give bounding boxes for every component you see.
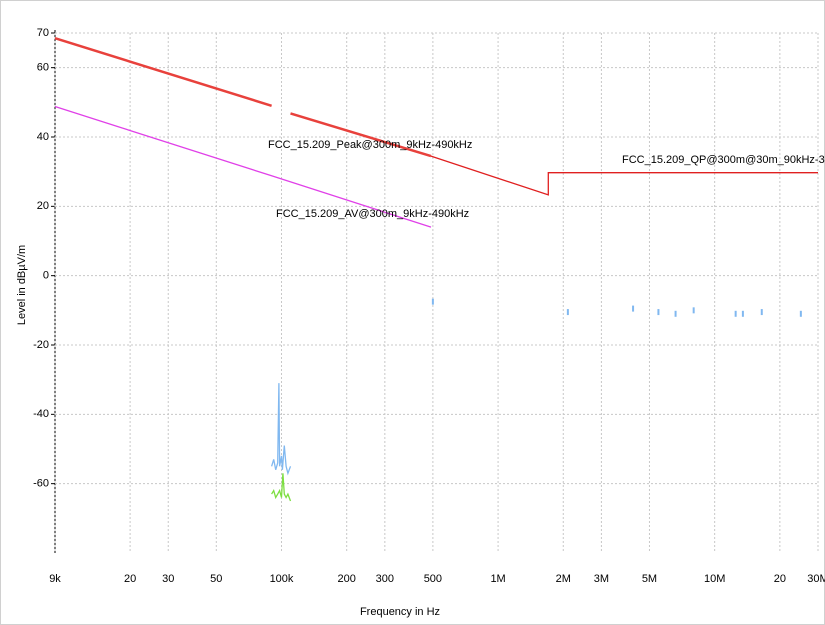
data-point bbox=[632, 305, 635, 312]
y-axis-label: Level in dBµV/m bbox=[16, 245, 28, 325]
x-tick-label: 30 bbox=[162, 573, 174, 585]
data-point bbox=[692, 307, 695, 314]
y-tick-label: 0 bbox=[43, 270, 49, 282]
x-tick-label: 500 bbox=[424, 573, 442, 585]
series-line bbox=[430, 155, 818, 196]
series-line bbox=[54, 105, 432, 228]
limit-label: FCC_15.209_Peak@300m_9kHz-490kHz bbox=[268, 139, 472, 151]
x-tick-label: 2M bbox=[556, 573, 571, 585]
limit-label: FCC_15.209_AV@300m_9kHz-490kHz bbox=[276, 208, 469, 220]
x-tick-label: 100k bbox=[270, 573, 294, 585]
x-tick-label: 20 bbox=[124, 573, 136, 585]
x-tick-label: 300 bbox=[376, 573, 394, 585]
data-point bbox=[566, 309, 569, 316]
y-tick-label: 70 bbox=[37, 27, 49, 39]
y-tick-label: 40 bbox=[37, 131, 49, 143]
data-point bbox=[799, 310, 802, 317]
x-tick-label: 30M bbox=[807, 573, 825, 585]
limit-label: FCC_15.209_QP@300m@30m_90kHz-30MHz bbox=[622, 154, 825, 166]
data-point bbox=[431, 298, 434, 305]
x-tick-label: 10M bbox=[704, 573, 725, 585]
x-tick-label: 3M bbox=[594, 573, 609, 585]
data-point bbox=[674, 310, 677, 317]
y-tick-label: -60 bbox=[33, 478, 49, 490]
data-point bbox=[734, 310, 737, 317]
x-tick-label: 50 bbox=[210, 573, 222, 585]
data-point bbox=[657, 309, 660, 316]
x-tick-label: 1M bbox=[490, 573, 505, 585]
x-tick-label: 5M bbox=[642, 573, 657, 585]
x-tick-label: 9k bbox=[49, 573, 61, 585]
y-tick-label: -20 bbox=[33, 339, 49, 351]
y-tick-label: 60 bbox=[37, 62, 49, 74]
x-axis-label: Frequency in Hz bbox=[360, 606, 440, 618]
x-tick-label: 200 bbox=[338, 573, 356, 585]
y-tick-label: -40 bbox=[33, 408, 49, 420]
series-line bbox=[270, 383, 292, 476]
data-point bbox=[741, 310, 744, 317]
series-line bbox=[271, 473, 292, 502]
data-point bbox=[760, 309, 763, 316]
x-tick-label: 20 bbox=[774, 573, 786, 585]
series-line bbox=[54, 37, 432, 158]
y-tick-label: 20 bbox=[37, 200, 49, 212]
